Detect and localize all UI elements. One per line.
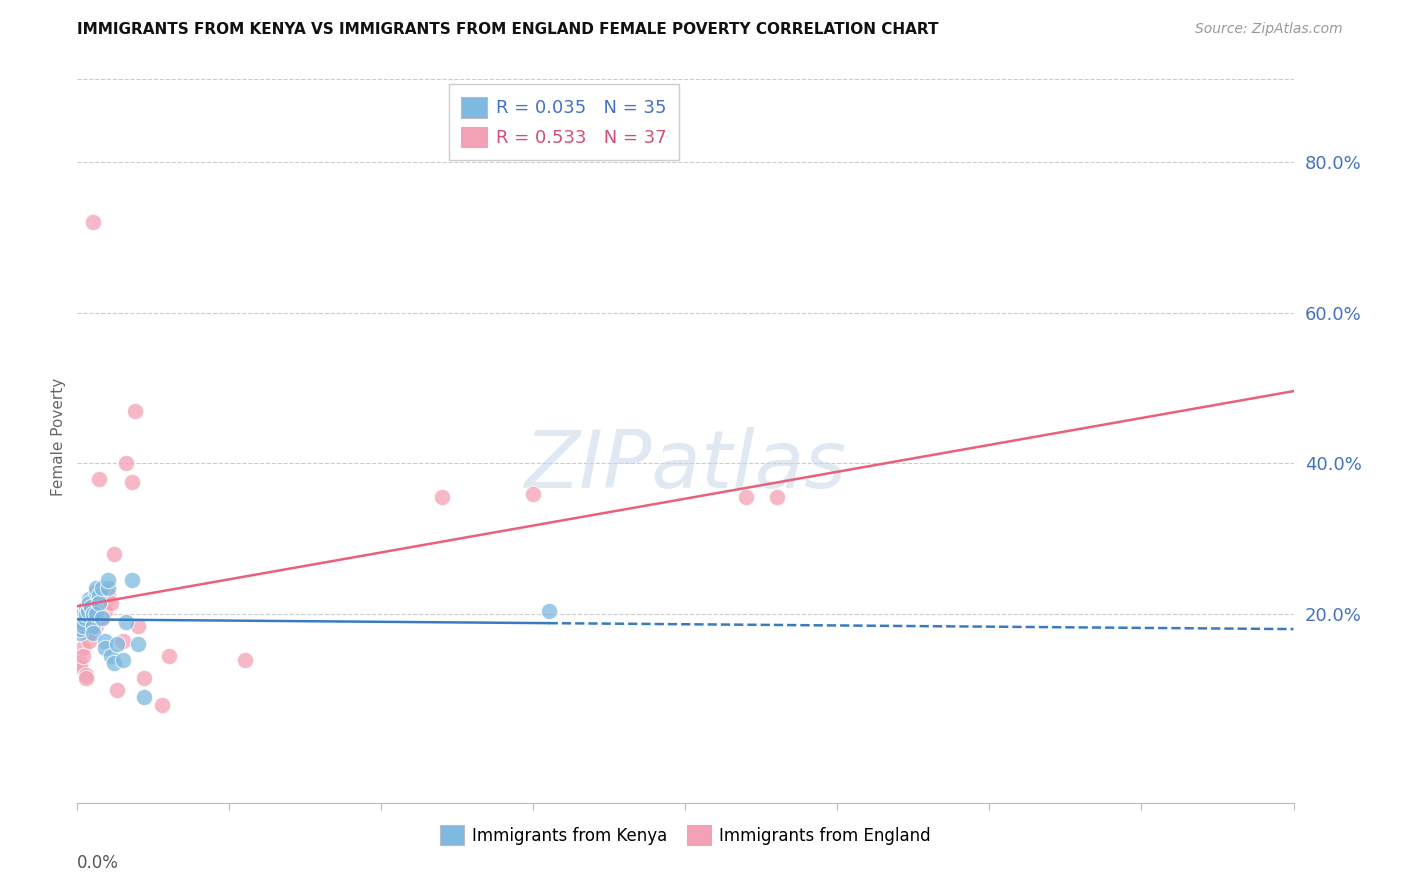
Point	[82, 626, 104, 640]
Point	[84, 618, 107, 632]
Point	[93, 596, 115, 610]
Point	[105, 637, 128, 651]
Text: 0.0%: 0.0%	[77, 854, 120, 872]
Point	[100, 596, 122, 610]
Legend: Immigrants from Kenya, Immigrants from England: Immigrants from Kenya, Immigrants from E…	[432, 817, 939, 853]
Point	[111, 633, 134, 648]
Point	[79, 596, 101, 610]
Point	[90, 611, 112, 625]
Point	[69, 657, 91, 671]
Point	[90, 581, 112, 595]
Point	[75, 607, 97, 622]
Point	[82, 215, 104, 229]
Point	[87, 596, 110, 610]
Point	[69, 660, 91, 674]
Point	[134, 672, 156, 686]
Point	[75, 667, 97, 681]
Point	[97, 581, 120, 595]
Point	[84, 607, 107, 622]
Text: IMMIGRANTS FROM KENYA VS IMMIGRANTS FROM ENGLAND FEMALE POVERTY CORRELATION CHAR: IMMIGRANTS FROM KENYA VS IMMIGRANTS FROM…	[77, 22, 939, 37]
Point	[765, 491, 787, 505]
Point	[115, 457, 138, 471]
Point	[233, 652, 256, 666]
Point	[121, 574, 143, 588]
Point	[82, 611, 104, 625]
Point	[82, 607, 104, 622]
Point	[103, 657, 125, 671]
Point	[100, 648, 122, 663]
Point	[69, 623, 91, 637]
Point	[70, 615, 93, 629]
Point	[124, 403, 146, 417]
Point	[115, 615, 138, 629]
Point	[97, 589, 120, 603]
Point	[134, 690, 156, 705]
Point	[84, 581, 107, 595]
Point	[82, 618, 104, 632]
Point	[79, 626, 101, 640]
Point	[80, 599, 103, 614]
Point	[75, 672, 97, 686]
Point	[87, 471, 110, 485]
Point	[69, 626, 91, 640]
Point	[79, 592, 101, 607]
Point	[72, 641, 94, 656]
Point	[72, 607, 94, 622]
Point	[93, 641, 115, 656]
Point	[430, 491, 453, 505]
Point	[121, 475, 143, 490]
Point	[82, 615, 104, 629]
Point	[93, 633, 115, 648]
Point	[127, 618, 149, 632]
Text: Source: ZipAtlas.com: Source: ZipAtlas.com	[1195, 22, 1343, 37]
Point	[97, 574, 120, 588]
Point	[72, 648, 94, 663]
Point	[111, 652, 134, 666]
Point	[103, 547, 125, 561]
Point	[84, 611, 107, 625]
Point	[72, 618, 94, 632]
Point	[90, 596, 112, 610]
Point	[87, 589, 110, 603]
Point	[157, 648, 180, 663]
Point	[82, 607, 104, 622]
Point	[735, 491, 758, 505]
Point	[93, 603, 115, 617]
Point	[105, 682, 128, 697]
Point	[73, 611, 96, 625]
Point	[77, 603, 100, 617]
Y-axis label: Female Poverty: Female Poverty	[51, 378, 66, 496]
Point	[75, 599, 97, 614]
Point	[84, 584, 107, 599]
Point	[90, 611, 112, 625]
Text: ZIPatlas: ZIPatlas	[524, 427, 846, 506]
Point	[87, 592, 110, 607]
Point	[152, 698, 174, 712]
Point	[127, 637, 149, 651]
Point	[522, 486, 544, 500]
Point	[537, 603, 560, 617]
Point	[79, 633, 101, 648]
